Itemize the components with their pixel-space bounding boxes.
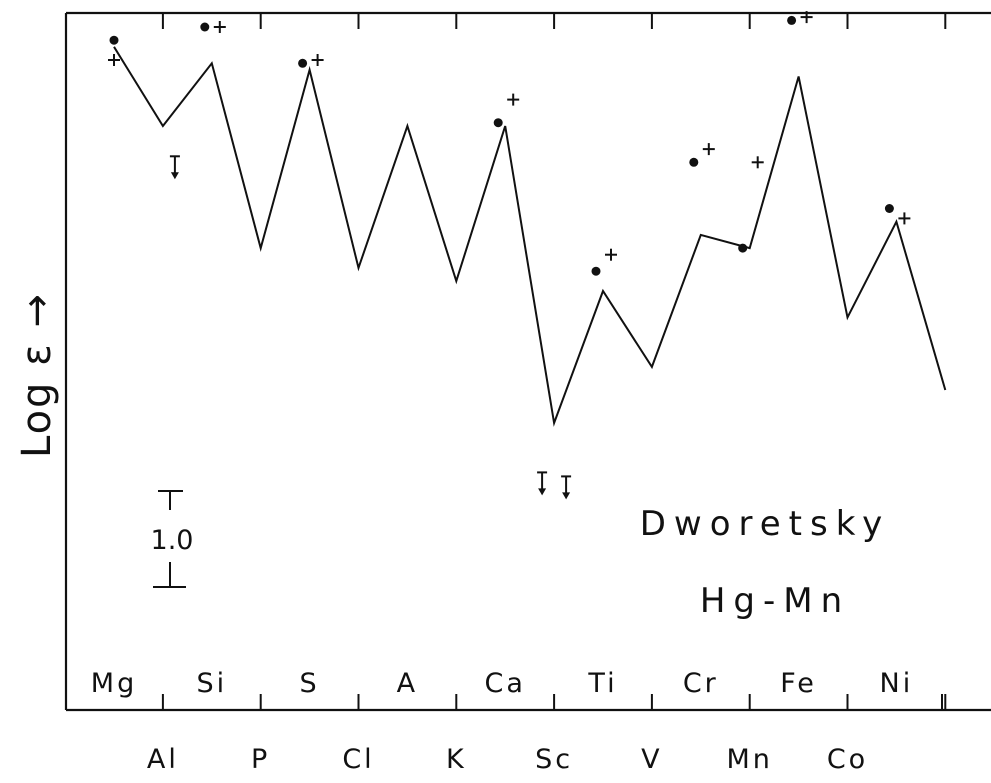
annotation-line-1: Dworetsky [640,504,891,544]
annotation-group: Log ε → Dworetsky Hg-Mn 1.0 [14,292,891,621]
dot-marker [787,15,797,25]
x-label-upper: Cr [683,668,719,699]
x-label-upper: Mg [91,668,137,699]
series-line-group [113,46,947,427]
x-label-lower: Al [147,744,179,775]
x-label-lower: Mn [726,744,772,775]
plot-frame [64,11,991,712]
x-label-lower: Cl [342,744,374,775]
plus-marker [605,248,617,261]
x-tick-labels: Mg Si S A Ca Ti Cr Fe Ni Al P Cl K Sc V Mn Co [91,668,914,775]
x-label-upper: A [397,668,418,699]
x-label-upper: Fe [780,668,817,699]
dot-upper-limit [169,155,180,180]
scale-bar-label: 1.0 [151,525,194,556]
x-label-upper: Si [196,668,227,699]
x-label-lower: Sc [535,744,573,775]
plus-marker [751,156,764,169]
dot-marker [884,204,894,213]
plus-marker [898,212,911,225]
plus-marker [800,11,813,24]
x-label-lower: V [641,744,662,775]
plus-upper-limit [537,471,548,496]
plus-marker [702,143,715,156]
dot-marker [689,157,699,167]
plus-marker [213,21,226,33]
x-label-upper: Ti [587,668,617,699]
x-label-lower: K [446,744,467,775]
dot-marker [109,35,119,45]
dot-marker [591,266,601,276]
plus-marker [108,54,120,66]
dot-marker [738,243,748,253]
dot-marker [298,58,308,68]
dot-marker [200,22,210,32]
x-label-upper: Ca [484,668,525,699]
y-axis-label: Log ε → [14,292,60,458]
x-label-upper: S [300,668,320,699]
x-label-upper: Ni [880,668,914,699]
x-label-lower: Co [827,744,868,775]
plus-marker [311,54,324,66]
annotation-line-2: Hg-Mn [700,581,850,621]
x-label-lower: P [251,744,270,775]
dot-marker [493,118,503,128]
dot-upper-limit [561,475,572,500]
x-ticks [161,13,947,710]
marker-group [108,11,911,500]
plus-marker [507,93,520,106]
series-line [113,46,947,427]
